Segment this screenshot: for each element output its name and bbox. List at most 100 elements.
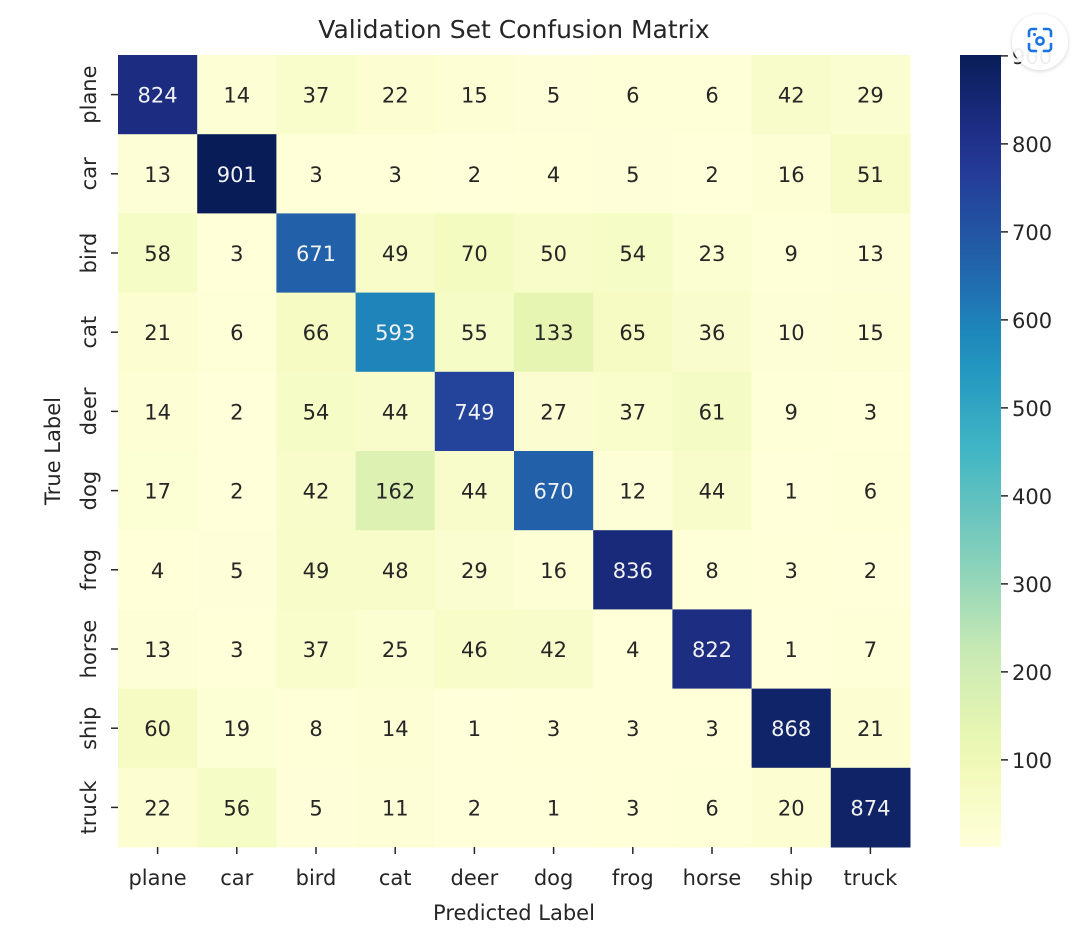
y-tick-label: car: [77, 157, 101, 190]
cell-value-label: 16: [778, 163, 805, 187]
heatmap-cell: [830, 134, 911, 214]
heatmap-cell: [593, 609, 673, 690]
heatmap-cell: [593, 688, 673, 769]
heatmap-cell: [830, 609, 911, 690]
cell-value-label: 593: [375, 321, 415, 345]
heatmap-cell: [514, 292, 594, 373]
cell-value-label: 2: [864, 559, 877, 583]
heatmap-cell: [197, 55, 277, 135]
cell-value-label: 6: [864, 480, 877, 504]
heatmap-cell: [751, 767, 832, 848]
colorbar-tick-label: 400: [1012, 485, 1052, 509]
cell-value-label: 42: [303, 480, 330, 504]
heatmap-cell: [118, 292, 198, 373]
y-axis-label: True Label: [41, 397, 65, 506]
cell-value-label: 55: [461, 321, 488, 345]
cell-value-label: 901: [217, 163, 257, 187]
visual-search-icon: [1025, 25, 1055, 59]
cell-value-label: 23: [699, 242, 726, 266]
heatmap-cell: [830, 292, 911, 373]
heatmap-cell: [118, 55, 198, 135]
cell-value-label: 70: [461, 242, 488, 266]
heatmap-cell: [434, 55, 515, 135]
heatmap-cell: [751, 530, 832, 610]
heatmap-cell: [830, 688, 911, 769]
heatmap-cell: [434, 530, 515, 610]
heatmap-cell: [751, 371, 832, 452]
cell-value-label: 50: [540, 242, 567, 266]
cell-value-label: 4: [547, 163, 560, 187]
colorbar-tick-label: 300: [1012, 573, 1052, 597]
heatmap-cell: [355, 371, 436, 452]
x-tick-label: bird: [296, 866, 337, 890]
cell-value-label: 1: [468, 717, 481, 741]
heatmap-cell: [118, 530, 198, 610]
heatmap-cell: [751, 292, 832, 373]
cell-value-label: 2: [468, 163, 481, 187]
cell-value-label: 9: [785, 242, 798, 266]
cell-value-label: 44: [461, 480, 488, 504]
cell-value-label: 12: [619, 480, 646, 504]
cell-value-label: 19: [223, 717, 250, 741]
cell-value-label: 27: [540, 400, 567, 424]
heatmap-cell: [197, 134, 277, 214]
y-tick-label: truck: [77, 780, 101, 835]
cell-value-label: 5: [547, 84, 560, 108]
cell-value-label: 37: [619, 400, 646, 424]
heatmap-cell: [514, 451, 594, 531]
cell-value-label: 15: [461, 84, 488, 108]
cell-value-label: 36: [699, 321, 726, 345]
cell-value-label: 13: [144, 638, 171, 662]
heatmap-cell: [118, 688, 198, 769]
heatmap-cell: [830, 371, 911, 452]
cell-value-label: 133: [534, 321, 574, 345]
cell-value-label: 44: [699, 480, 726, 504]
cell-value-label: 2: [468, 796, 481, 820]
y-tick-label: frog: [77, 549, 101, 591]
cell-value-label: 49: [382, 242, 409, 266]
heatmap-cell: [276, 134, 357, 214]
colorbar-tick-label: 100: [1012, 749, 1052, 773]
heatmap-cell: [197, 371, 277, 452]
heatmap-cell: [593, 134, 673, 214]
cell-value-label: 2: [705, 163, 718, 187]
heatmap-cell: [672, 609, 753, 690]
cell-value-label: 51: [857, 163, 884, 187]
heatmap-cell: [593, 292, 673, 373]
cell-value-label: 13: [144, 163, 171, 187]
x-axis-ticks: plane car bird cat deer dog frog horse ship truck: [128, 847, 898, 890]
cell-value-label: 42: [540, 638, 567, 662]
heatmap-cell: [830, 451, 911, 531]
colorbar-ticks: 100200300400500600700800900: [1001, 45, 1052, 773]
cell-value-label: 49: [303, 559, 330, 583]
heatmap-cell: [197, 767, 277, 848]
cell-value-label: 16: [540, 559, 567, 583]
heatmap-cell: [514, 530, 594, 610]
heatmap-cell: [751, 134, 832, 214]
cell-value-label: 54: [619, 242, 646, 266]
heatmap-cell: [672, 451, 753, 531]
cell-value-label: 2: [230, 480, 243, 504]
heatmap-cell: [276, 371, 357, 452]
visual-search-button[interactable]: [1012, 14, 1068, 70]
heatmap-cell: [434, 213, 515, 294]
heatmap-cell: [672, 134, 753, 214]
cell-value-label: 42: [778, 84, 805, 108]
cell-value-label: 1: [547, 796, 560, 820]
heatmap-cell: [276, 688, 357, 769]
heatmap-cell: [355, 767, 436, 848]
heatmap-cell: [197, 292, 277, 373]
heatmap-cell: [672, 292, 753, 373]
cell-value-label: 65: [619, 321, 646, 345]
heatmap-cell: [276, 55, 357, 135]
heatmap-cell: [514, 609, 594, 690]
colorbar: [960, 55, 1001, 847]
heatmap-cell: [434, 371, 515, 452]
cell-value-label: 22: [144, 796, 171, 820]
heatmap-cell: [434, 767, 515, 848]
cell-value-label: 874: [850, 796, 890, 820]
y-tick-label: ship: [77, 706, 101, 749]
cell-value-label: 1: [785, 638, 798, 662]
cell-value-label: 14: [223, 84, 250, 108]
